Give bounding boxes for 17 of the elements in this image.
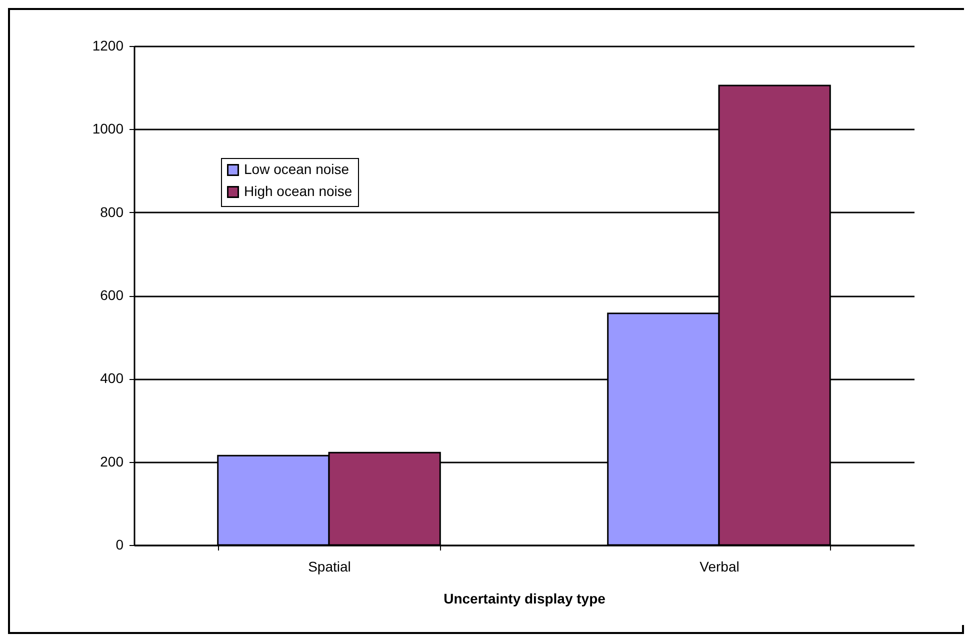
y-tick-label: 400 xyxy=(100,370,124,386)
x-tick-label: Spatial xyxy=(308,558,351,574)
y-tick-label: 800 xyxy=(100,204,124,220)
bar xyxy=(607,312,720,546)
bar xyxy=(328,452,441,546)
bar xyxy=(718,84,831,546)
y-tick-label: 200 xyxy=(100,453,124,470)
y-tick-label: 1200 xyxy=(92,38,124,54)
x-axis-title: Uncertainty display type xyxy=(444,590,606,606)
bar xyxy=(217,454,330,546)
y-tick-label: 1000 xyxy=(92,120,124,137)
x-tick-label: Verbal xyxy=(700,558,740,574)
y-tick-label: 600 xyxy=(100,287,124,303)
chart-frame: Spatial Verbal Uncertainty display type 0 200 400 600 800 1000 1200 Low ocean noise High ocean noise xyxy=(8,8,964,634)
legend-label: High ocean noise xyxy=(244,183,352,199)
y-tick-label: 0 xyxy=(116,536,124,552)
legend-label: Low ocean noise xyxy=(244,161,350,177)
